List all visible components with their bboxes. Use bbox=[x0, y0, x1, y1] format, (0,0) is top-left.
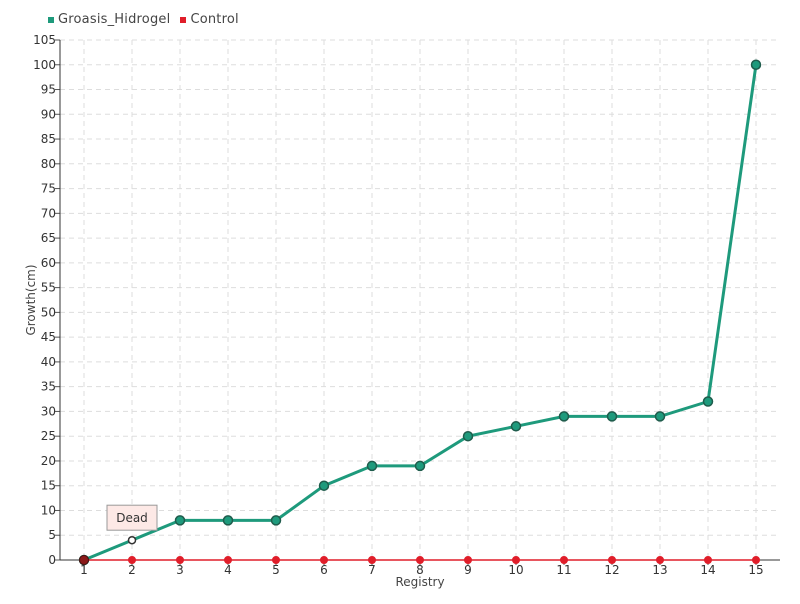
legend-item-control[interactable]: Control bbox=[180, 12, 239, 27]
data-point bbox=[318, 480, 330, 491]
x-tick-label: 5 bbox=[272, 563, 280, 577]
y-tick-label: 15 bbox=[41, 479, 56, 493]
data-point bbox=[366, 460, 378, 472]
y-tick-label: 85 bbox=[41, 132, 56, 146]
y-tick-label: 95 bbox=[41, 83, 56, 97]
data-point bbox=[510, 421, 522, 432]
legend: Groasis_Hidrogel Control bbox=[48, 12, 239, 27]
x-tick-label: 11 bbox=[556, 563, 571, 577]
x-tick-label: 7 bbox=[368, 563, 376, 577]
y-tick-label: 60 bbox=[41, 256, 56, 270]
data-point bbox=[272, 556, 280, 564]
x-tick-label: 9 bbox=[464, 563, 472, 577]
y-tick-label: 0 bbox=[48, 553, 56, 567]
data-point bbox=[704, 556, 712, 564]
data-point bbox=[224, 556, 232, 564]
annotation-box bbox=[106, 504, 158, 531]
data-point bbox=[750, 59, 762, 71]
legend-swatch-control bbox=[180, 16, 187, 23]
data-point bbox=[560, 556, 568, 564]
y-axis-title: Growth(cm) bbox=[24, 264, 38, 335]
y-tick-label: 55 bbox=[41, 281, 56, 295]
x-tick-label: 4 bbox=[224, 563, 232, 577]
data-point bbox=[127, 535, 137, 545]
x-tick-label: 10 bbox=[508, 563, 523, 577]
y-tick-label: 90 bbox=[41, 107, 56, 121]
legend-item-groasis[interactable]: Groasis_Hidrogel bbox=[48, 12, 170, 27]
x-tick-label: 15 bbox=[748, 563, 763, 577]
data-point bbox=[654, 411, 666, 422]
y-tick-label: 70 bbox=[41, 206, 56, 220]
grid-layer bbox=[60, 39, 780, 560]
y-tick-label: 5 bbox=[48, 528, 56, 542]
y-tick-label: 50 bbox=[41, 305, 56, 319]
data-point bbox=[368, 556, 376, 564]
y-tick-label: 25 bbox=[41, 429, 56, 443]
data-point bbox=[656, 556, 664, 564]
data-point bbox=[608, 556, 616, 564]
x-axis-title: Registry bbox=[395, 575, 444, 589]
annotation-tooltip: Dead bbox=[106, 504, 158, 531]
y-tick-label: 75 bbox=[41, 182, 56, 196]
data-point bbox=[416, 556, 424, 564]
y-tick-label: 65 bbox=[41, 231, 56, 245]
data-point bbox=[174, 515, 186, 526]
data-point bbox=[752, 556, 760, 564]
data-point bbox=[512, 556, 520, 564]
y-tick-label: 10 bbox=[41, 503, 56, 517]
x-tick-label: 14 bbox=[700, 563, 715, 577]
x-tick-label: 8 bbox=[416, 563, 424, 577]
data-point bbox=[558, 411, 570, 422]
data-point bbox=[462, 430, 474, 442]
legend-swatch-groasis bbox=[48, 16, 54, 23]
x-tick-label: 13 bbox=[652, 563, 667, 577]
annotation-layer: Dead bbox=[106, 504, 158, 531]
data-point bbox=[270, 515, 282, 526]
x-tick-label: 2 bbox=[128, 563, 136, 577]
legend-label-control: Control bbox=[190, 12, 239, 27]
data-point bbox=[128, 556, 136, 564]
annotation-label: Dead bbox=[116, 511, 148, 525]
y-tick-label: 20 bbox=[41, 454, 56, 468]
y-tick-label: 45 bbox=[41, 330, 56, 344]
y-tick-label: 35 bbox=[41, 380, 56, 394]
data-point bbox=[464, 556, 472, 564]
y-tick-label: 30 bbox=[41, 404, 56, 418]
data-point bbox=[606, 411, 618, 422]
data-point bbox=[320, 556, 328, 564]
data-point bbox=[176, 556, 184, 564]
y-tick-label: 100 bbox=[33, 58, 56, 72]
y-tick-label: 105 bbox=[33, 33, 56, 47]
x-tick-label: 12 bbox=[604, 563, 619, 577]
x-tick-label: 1 bbox=[80, 563, 88, 577]
x-tick-label: 6 bbox=[320, 563, 328, 577]
legend-label-groasis: Groasis_Hidrogel bbox=[58, 12, 171, 27]
data-point bbox=[702, 396, 714, 407]
data-point bbox=[414, 460, 426, 472]
y-tick-label: 40 bbox=[41, 355, 56, 369]
x-tick-label: 3 bbox=[176, 563, 184, 577]
data-point bbox=[222, 515, 234, 526]
series-layer bbox=[78, 59, 762, 566]
data-point bbox=[79, 555, 89, 565]
y-tick-label: 80 bbox=[41, 157, 56, 171]
